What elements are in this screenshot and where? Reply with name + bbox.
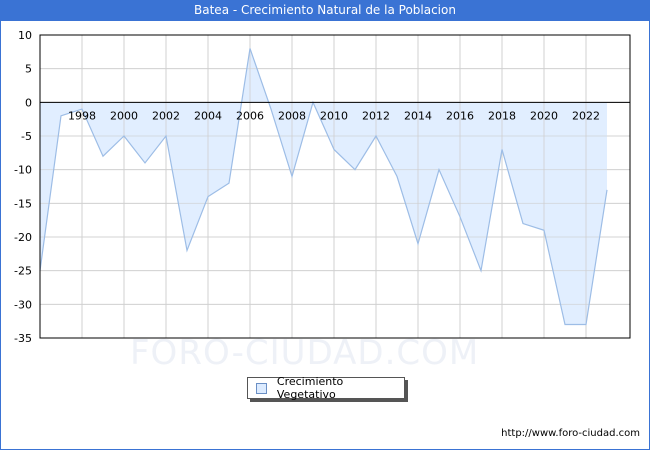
y-tick-label: 10 (18, 29, 32, 42)
y-tick-label: -10 (14, 164, 32, 177)
y-tick-label: -30 (14, 298, 32, 311)
x-tick-label: 2014 (404, 109, 432, 122)
x-tick-label: 2020 (530, 109, 558, 122)
x-tick-label: 2004 (194, 109, 222, 122)
chart-title: Batea - Crecimiento Natural de la Poblac… (0, 0, 650, 21)
x-tick-label: 2018 (488, 109, 516, 122)
y-tick-label: -35 (14, 332, 32, 345)
source-url[interactable]: http://www.foro-ciudad.com (501, 428, 640, 439)
x-tick-label: 2006 (236, 109, 264, 122)
y-tick-label: -5 (21, 130, 32, 143)
y-tick-label: -15 (14, 197, 32, 210)
y-tick-label: 5 (25, 63, 32, 76)
legend-swatch-icon (256, 382, 267, 394)
x-tick-label: 1998 (68, 109, 96, 122)
x-tick-label: 2000 (110, 109, 138, 122)
x-tick-label: 2012 (362, 109, 390, 122)
x-tick-label: 2022 (572, 109, 600, 122)
x-tick-label: 2010 (320, 109, 348, 122)
series-line (39, 48, 608, 326)
legend: Crecimiento Vegetativo (247, 375, 405, 401)
x-tick-label: 2002 (152, 109, 180, 122)
legend-label: Crecimiento Vegetativo (276, 375, 344, 401)
watermark: FORO-CIUDAD.COM (130, 333, 480, 373)
x-tick-label: 2016 (446, 109, 474, 122)
y-tick-label: 0 (25, 96, 32, 109)
y-tick-label: -25 (14, 265, 32, 278)
x-tick-label: 2008 (278, 109, 306, 122)
area-fill (40, 48, 607, 325)
y-tick-label: -20 (14, 231, 32, 244)
